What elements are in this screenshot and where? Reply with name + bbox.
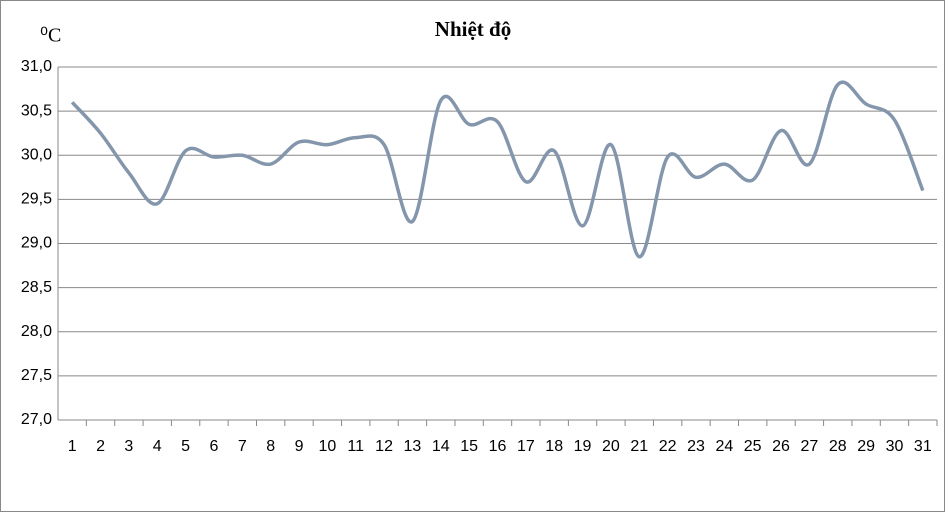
x-tick-label: 28 [829,438,847,455]
x-tick-label: 21 [630,438,648,455]
x-tick-label: 5 [181,438,190,455]
y-tick-label: 30,0 [21,146,52,163]
x-tick-label: 22 [659,438,677,455]
x-tick-label: 4 [153,438,162,455]
y-tick-label: 29,0 [21,235,52,252]
x-tick-label: 9 [295,438,304,455]
y-tick-label: 30,5 [21,102,52,119]
x-tick-label: 25 [744,438,762,455]
x-tick-label: 26 [772,438,790,455]
data-line [70,80,925,259]
y-tick-label: 27,5 [21,367,52,384]
x-tick-label: 29 [857,438,875,455]
x-tick-label: 13 [404,438,422,455]
x-tick-label: 30 [886,438,904,455]
y-axis-label: ⁰C [40,25,61,47]
y-tick-label: 28,0 [21,323,52,340]
x-tick-label: 17 [517,438,535,455]
x-tick-label: 11 [347,438,364,455]
chart-title: Nhiệt độ [435,17,511,41]
x-tick-label: 23 [687,438,705,455]
x-tick-label: 1 [68,438,77,455]
x-tick-label: 20 [602,438,620,455]
y-tick-label: 27,0 [21,411,52,428]
y-tick-label: 29,5 [21,191,52,208]
y-tick-label: 28,5 [21,279,52,296]
x-tick-label: 7 [238,438,247,455]
x-tick-label: 18 [545,438,563,455]
x-tick-label: 16 [489,438,507,455]
x-tick-label: 15 [460,438,478,455]
x-tick-label: 6 [209,438,218,455]
x-tick-label: 2 [96,438,105,455]
x-tick-label: 3 [124,438,133,455]
x-tick-label: 27 [801,438,819,455]
x-tick-label: 24 [715,438,733,455]
x-tick-label: 10 [318,438,336,455]
x-tick-label: 8 [266,438,275,455]
x-tick-label: 19 [574,438,592,455]
x-tick-label: 14 [432,438,450,455]
y-tick-label: 31,0 [21,58,52,75]
x-tick-label: 12 [375,438,393,455]
x-tick-label: 31 [914,438,932,455]
